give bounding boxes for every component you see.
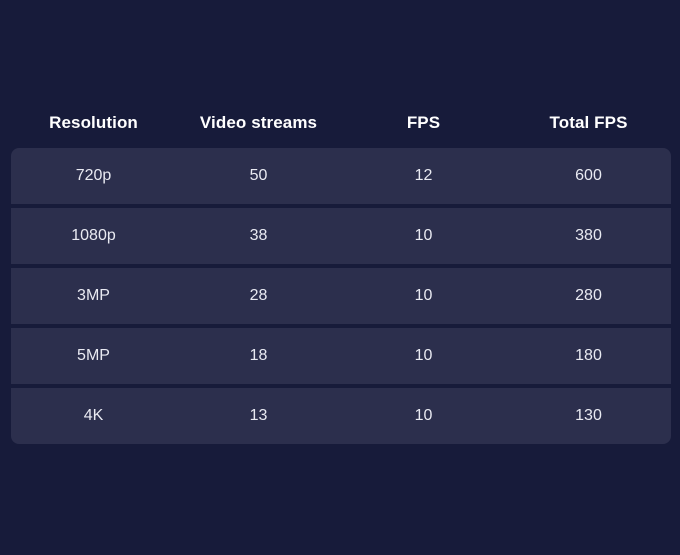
- cell-fps: 10: [414, 227, 433, 244]
- table-row: 4K 13 10 130: [11, 388, 671, 444]
- table-row: 720p 50 12 600: [11, 148, 671, 204]
- cell-resolution: 3MP: [77, 287, 110, 304]
- header-total-fps: Total FPS: [549, 113, 628, 132]
- cell-total-fps: 600: [575, 167, 602, 184]
- stream-capacity-table: Resolution Video streams FPS Total FPS 7…: [11, 104, 671, 444]
- cell-video-streams: 50: [249, 167, 268, 184]
- cell-resolution: 5MP: [77, 347, 110, 364]
- table-body: 720p 50 12 600 1080p 38 10 380 3MP 28 10…: [11, 148, 671, 444]
- cell-resolution: 4K: [83, 407, 104, 424]
- table-row: 5MP 18 10 180: [11, 328, 671, 384]
- table-header: Resolution Video streams FPS Total FPS: [11, 104, 671, 142]
- cell-total-fps: 280: [575, 287, 602, 304]
- cell-fps: 10: [414, 287, 433, 304]
- header-video-streams: Video streams: [199, 113, 318, 132]
- cell-fps: 10: [414, 347, 433, 364]
- cell-total-fps: 380: [575, 227, 602, 244]
- cell-video-streams: 13: [249, 407, 268, 424]
- cell-total-fps: 180: [575, 347, 602, 364]
- table-row: 1080p 38 10 380: [11, 208, 671, 264]
- header-fps: FPS: [406, 113, 441, 132]
- table-row: 3MP 28 10 280: [11, 268, 671, 324]
- cell-fps: 12: [414, 167, 433, 184]
- header-resolution: Resolution: [49, 113, 138, 132]
- cell-total-fps: 130: [575, 407, 602, 424]
- cell-video-streams: 18: [249, 347, 268, 364]
- cell-video-streams: 38: [249, 227, 268, 244]
- cell-video-streams: 28: [249, 287, 268, 304]
- cell-resolution: 720p: [75, 167, 112, 184]
- cell-resolution: 1080p: [71, 227, 116, 244]
- cell-fps: 10: [414, 407, 433, 424]
